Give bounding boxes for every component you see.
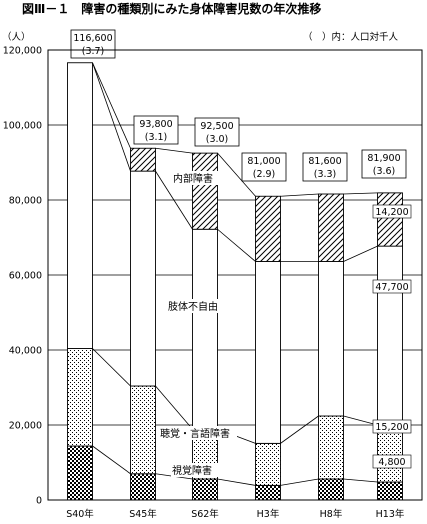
y-axis: 0 20,000 40,000 60,000 80,000 100,000 120,000 <box>3 46 42 507</box>
connector-line <box>155 385 193 430</box>
series-label: 視覚障害 <box>172 464 212 477</box>
total-box <box>241 152 287 182</box>
plot-frame <box>47 49 423 501</box>
x-tick-label: S62年 <box>191 508 219 520</box>
bar-segment <box>255 261 281 444</box>
bar-segment <box>192 228 218 430</box>
total-box <box>302 152 348 182</box>
bar-segment <box>318 261 344 417</box>
rate-label: (3.7) <box>82 46 105 57</box>
connector-line <box>343 478 378 483</box>
connector-line <box>217 228 256 262</box>
x-tick-label: H13年 <box>376 508 405 520</box>
bar-segment <box>255 484 281 501</box>
total-label: 81,600 <box>308 156 341 167</box>
bar-segment <box>318 193 344 262</box>
rate-label: (3.1) <box>145 132 168 143</box>
connector-line <box>155 170 193 230</box>
x-tick-label: S40年 <box>66 508 94 520</box>
x-tick-label: H8年 <box>320 508 343 520</box>
connector-line <box>217 478 256 486</box>
bar-segment <box>377 245 403 426</box>
data-label: 47,700 <box>375 282 408 293</box>
bar-segment <box>130 147 156 172</box>
x-tick-label: S45年 <box>129 508 157 520</box>
connector-line <box>280 193 319 197</box>
bar-segment <box>67 62 93 349</box>
connector-line <box>280 415 319 444</box>
rate-note: （ ）内：人口対千人 <box>303 31 399 43</box>
series-label: 肢体不自由 <box>168 300 218 313</box>
bar-segment <box>130 170 156 387</box>
bar-segment <box>318 478 344 501</box>
y-tick-label: 60,000 <box>9 271 42 282</box>
bar-segment <box>192 478 218 501</box>
series-label: 聴覚・言語障害 <box>160 427 230 440</box>
total-box <box>133 115 179 145</box>
connector-line <box>92 62 131 149</box>
chart-title: 図Ⅲ－１ 障害の種類別にみた身体障害児数の年次推移 <box>22 1 321 16</box>
total-box <box>70 29 116 59</box>
rate-label: (3.3) <box>314 169 337 180</box>
bar-segment <box>192 152 218 230</box>
y-tick-label: 120,000 <box>3 46 42 57</box>
y-tick-label: 20,000 <box>9 421 42 432</box>
data-label-box <box>372 279 412 294</box>
bar-segment <box>377 192 403 247</box>
rate-label: (2.9) <box>253 169 276 180</box>
total-label: 81,900 <box>367 153 400 164</box>
total-labels: 116,600 (3.7) 93,800 (3.1) 92,500 (3.0) 81,000… <box>70 29 407 182</box>
y-tick-label: 80,000 <box>9 196 42 207</box>
bar-segment <box>255 442 281 486</box>
connector-line <box>92 62 131 172</box>
bar-segment <box>130 385 156 475</box>
bar-segment <box>67 348 93 447</box>
data-label: 4,800 <box>378 457 405 468</box>
data-label-box <box>372 204 412 219</box>
x-tick-label: H3年 <box>257 508 280 520</box>
total-label: 81,000 <box>247 156 280 167</box>
connector-line <box>217 152 256 197</box>
bar-segment <box>130 473 156 501</box>
rate-label: (3.6) <box>373 166 396 177</box>
bar-segment <box>255 195 281 262</box>
data-label: 15,200 <box>375 422 408 433</box>
connector-line <box>343 415 378 426</box>
connector-line <box>343 192 378 195</box>
last-bar-labels: 14,200 47,700 15,200 4,800 <box>372 204 412 469</box>
y-tick-label: 0 <box>36 496 42 507</box>
series-label-bg <box>167 299 239 313</box>
total-label: 93,800 <box>139 119 172 130</box>
connector-line <box>92 348 131 387</box>
connector-line <box>92 445 131 475</box>
connector-line <box>280 478 319 486</box>
unit-label: （人） <box>2 31 31 43</box>
connector-lines <box>92 62 378 486</box>
connector-line <box>155 147 193 154</box>
data-label-box <box>372 454 412 469</box>
rate-label: (3.0) <box>206 134 229 145</box>
total-box <box>361 149 407 179</box>
y-tick-label: 40,000 <box>9 346 42 357</box>
data-label-box <box>372 419 412 434</box>
bar-segment <box>377 481 403 501</box>
total-box <box>194 117 240 147</box>
bar-segment <box>67 445 93 501</box>
y-tick-label: 100,000 <box>3 121 42 132</box>
series-label-bg <box>171 463 224 477</box>
data-label: 14,200 <box>375 207 408 218</box>
bar-segment <box>377 424 403 483</box>
bar-segment <box>318 415 344 480</box>
series-label-bg <box>159 426 237 440</box>
total-label: 116,600 <box>73 33 112 44</box>
x-axis: S40年 S45年 S62年 H3年 H8年 H13年 <box>66 508 405 520</box>
connector-line <box>343 245 378 262</box>
total-label: 92,500 <box>200 121 233 132</box>
series-label-bg <box>172 171 224 185</box>
series-label: 内部障害 <box>173 172 213 185</box>
